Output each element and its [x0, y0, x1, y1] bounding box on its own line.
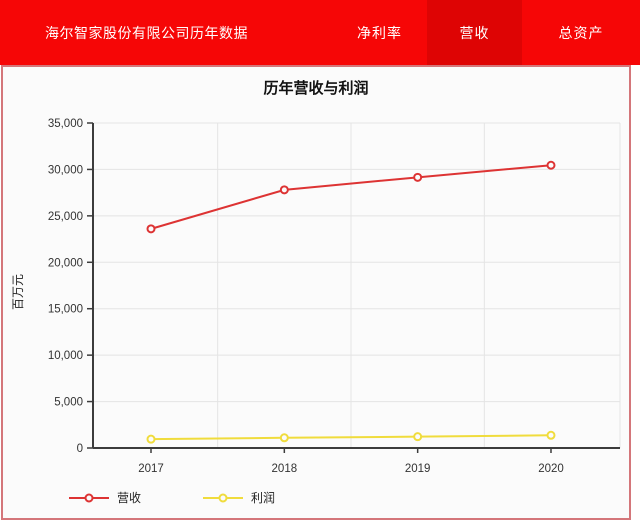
chart-panel: 0 5,000 10,000 15,000 20,000 25,000 30,000 35,0…	[1, 65, 631, 520]
y-axis-label: 百万元	[11, 273, 25, 310]
nav-item-revenue[interactable]: 营收	[427, 0, 522, 65]
nav-item-total-assets[interactable]: 总资产	[558, 24, 604, 41]
svg-text:25,000: 25,000	[48, 211, 83, 223]
svg-text:2020: 2020	[538, 463, 564, 475]
svg-text:20,000: 20,000	[48, 257, 83, 269]
svg-text:10,000: 10,000	[48, 350, 83, 362]
legend-item-revenue[interactable]: 营收	[69, 489, 141, 506]
legend-item-profit[interactable]: 利润	[203, 489, 275, 506]
legend-label-revenue: 营收	[117, 491, 142, 505]
svg-text:35,000: 35,000	[48, 118, 83, 130]
svg-text:5,000: 5,000	[54, 397, 83, 409]
revenue-line-marker-icon	[69, 493, 109, 502]
svg-text:2018: 2018	[272, 463, 298, 475]
chart-title: 历年营收与利润	[263, 80, 369, 97]
svg-text:30,000: 30,000	[48, 164, 83, 176]
svg-text:0: 0	[77, 443, 83, 455]
svg-text:2019: 2019	[405, 463, 431, 475]
app-header: 海尔智家股份有限公司历年数据 净利率 营收 总资产	[0, 0, 640, 65]
line-chart: 0 5,000 10,000 15,000 20,000 25,000 30,000 35,0…	[48, 118, 621, 475]
svg-text:2017: 2017	[138, 463, 164, 475]
nav-item-net-margin[interactable]: 净利率	[357, 24, 402, 41]
header-nav: 净利率 营收 总资产	[332, 0, 640, 65]
profit-line-marker-icon	[203, 493, 244, 502]
page-title: 海尔智家股份有限公司历年数据	[45, 24, 248, 41]
chart-legend: 营收 利润	[69, 489, 275, 506]
svg-text:15,000: 15,000	[48, 304, 83, 316]
legend-label-profit: 利润	[251, 491, 276, 505]
